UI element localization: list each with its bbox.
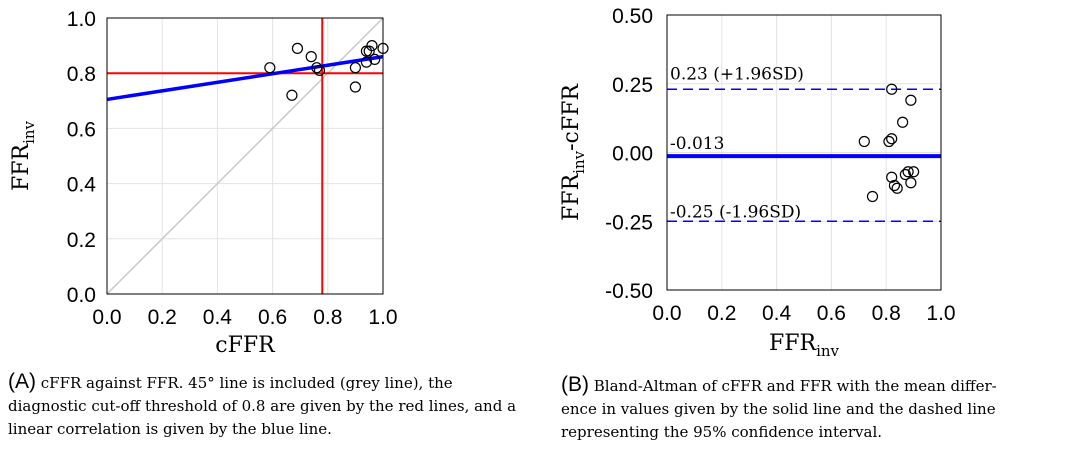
panel-b-y-tick: 0.00 xyxy=(612,143,653,166)
panel-b-y-tick: 0.25 xyxy=(612,74,653,97)
panel-b-point xyxy=(888,179,901,192)
panel-a-point xyxy=(349,81,361,93)
panel-a-x-label: cFFR xyxy=(215,333,276,358)
caption-b: (B) Bland-Altman of cFFR and FFR with th… xyxy=(561,373,1071,444)
panel-b-point xyxy=(891,182,903,194)
panel-a-x-tick: 0.2 xyxy=(148,306,177,329)
panel-b-point xyxy=(905,177,917,189)
panel-a-point xyxy=(286,89,298,101)
panel-b-x-tick: 0.8 xyxy=(872,302,901,325)
panel-a-point xyxy=(311,62,323,74)
panel-b-point xyxy=(905,94,917,106)
panel-a-y-tick: 0.0 xyxy=(67,284,96,307)
panel-b-point xyxy=(897,116,909,128)
panel-b-point xyxy=(886,83,898,95)
caption-a-text: cFFR against FFR. 45° line is included (… xyxy=(8,374,517,438)
caption-b-line-1: (B) Bland-Altman of cFFR and FFR with th… xyxy=(561,373,1071,398)
panel-a-point xyxy=(305,51,317,63)
panel-b-y-tick: -0.25 xyxy=(605,211,653,234)
panel-a-x-tick: 0.0 xyxy=(92,306,121,329)
panel-a-point xyxy=(360,56,373,68)
panel-b-point xyxy=(902,166,914,178)
panel-a-y-tick: 0.4 xyxy=(67,174,97,197)
panel-b-lower-limit-label: -0.25 (-1.96SD) xyxy=(670,202,801,222)
panel-b-frame xyxy=(666,14,942,291)
panel-b-x-tick: 0.0 xyxy=(652,302,681,325)
panel-a-x-tick: 1.0 xyxy=(368,306,397,329)
figure: 0.00.00.20.20.40.40.60.60.80.81.01.0cFFR… xyxy=(9,5,956,360)
caption-b-text-3: representing the 95% confidence interval… xyxy=(561,423,883,441)
panel-b-upper-limit-label: 0.23 (+1.96SD) xyxy=(670,64,804,84)
panel-b-y-tick: -0.50 xyxy=(605,280,653,303)
panel-a-fit-line xyxy=(106,54,384,102)
panel-b-mean-label: -0.013 xyxy=(670,134,724,154)
panel-b-point xyxy=(899,168,911,181)
panel-b-point xyxy=(886,133,898,145)
panel-a-x-tick: 0.8 xyxy=(313,306,342,329)
panel-b-x-tick: 0.6 xyxy=(817,302,846,325)
caption-a-tag: (A) xyxy=(8,370,36,393)
panel-a-point xyxy=(366,39,378,52)
panel-a-chart: 0.00.0 0.2 0.2 0.4 0.4 0.6 0.6 0.8 0.8 1.0 1.0 cFFR… xyxy=(9,8,398,358)
panel-a-identity-line xyxy=(106,17,384,295)
panel-a-point xyxy=(363,45,375,57)
panel-a-y-tick: 0.8 xyxy=(67,63,96,86)
panel-b-x-label: FFRinv xyxy=(769,331,840,360)
panel-a-point xyxy=(313,64,326,77)
panel-a-y-tick: 0.6 xyxy=(67,118,96,141)
panel-a-y-tick: 1.0 xyxy=(67,8,96,31)
panel-a-y-tick: 0.2 xyxy=(67,229,96,252)
panel-a-y-label: FFRinv xyxy=(9,120,38,191)
caption-a: (A) cFFR against FFR. 45° line is includ… xyxy=(8,370,528,441)
panel-a-point xyxy=(264,62,276,74)
panel-b-y-label: FFRinv-cFFR xyxy=(559,83,588,221)
panel-a-point xyxy=(369,53,381,66)
panel-b-point xyxy=(866,190,879,203)
panel-a-point xyxy=(291,42,304,54)
panel-a-point xyxy=(349,62,361,74)
caption-b-tag: (B) xyxy=(561,373,589,396)
panel-b-point xyxy=(907,166,920,178)
panel-a-x-tick: 0.4 xyxy=(203,306,233,329)
panel-a-frame xyxy=(106,17,384,295)
panel-b-point xyxy=(886,171,898,183)
panel-b-x-tick: 0.2 xyxy=(707,302,736,325)
panel-b-point xyxy=(883,135,895,148)
panel-b-y-tick: 0.50 xyxy=(612,5,653,28)
caption-b-text-2: ence in values given by the solid line a… xyxy=(561,400,996,418)
panel-b-chart: 0.0 0.2 0.4 0.6 0.8 1.0 0.50 0.25 0.00 -0.25 -0.50… xyxy=(559,5,956,360)
panel-a-x-tick: 0.6 xyxy=(258,306,287,329)
caption-b-text-1: Bland-Altman of cFFR and FFR with the me… xyxy=(593,377,997,395)
panel-b-x-tick: 1.0 xyxy=(926,302,955,325)
panel-b-point xyxy=(858,135,870,148)
panel-b-x-tick: 0.4 xyxy=(762,302,792,325)
